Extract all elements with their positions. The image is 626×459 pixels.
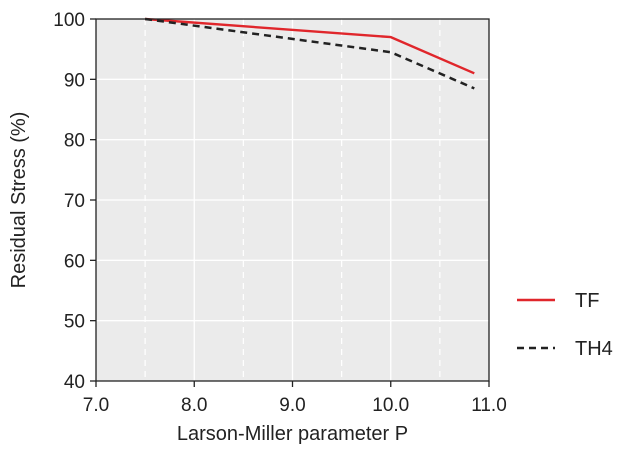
tick-labels: 7.0 8.0 9.0 10.0 11.0 40 50 60 70 80 90 100 <box>53 10 506 416</box>
series-line-tf <box>145 17 475 75</box>
x-tick-label: 9.0 <box>279 395 305 416</box>
y-tick-label: 100 <box>53 10 85 31</box>
y-tick-label: 60 <box>64 251 85 272</box>
y-tick-label: 50 <box>64 312 85 333</box>
y-tick-label: 80 <box>64 131 85 152</box>
y-axis-title: Residual Stress (%) <box>8 112 30 289</box>
x-tick-label: 7.0 <box>83 395 109 416</box>
legend-label-tf: TF <box>575 290 599 312</box>
series-lines <box>144 17 475 90</box>
x-tick-label: 11.0 <box>471 395 507 416</box>
x-tick-label: 10.0 <box>372 395 409 416</box>
legend: TF TH4 <box>517 290 613 360</box>
y-tick-label: 90 <box>64 70 85 91</box>
legend-label-th4: TH4 <box>575 338 613 360</box>
axes <box>90 18 490 387</box>
x-axis-title: Larson-Miller parameter P <box>177 423 408 445</box>
x-tick-label: 8.0 <box>181 395 207 416</box>
grid-lines <box>96 19 489 381</box>
y-tick-label: 40 <box>64 372 85 393</box>
y-tick-label: 70 <box>64 191 85 212</box>
